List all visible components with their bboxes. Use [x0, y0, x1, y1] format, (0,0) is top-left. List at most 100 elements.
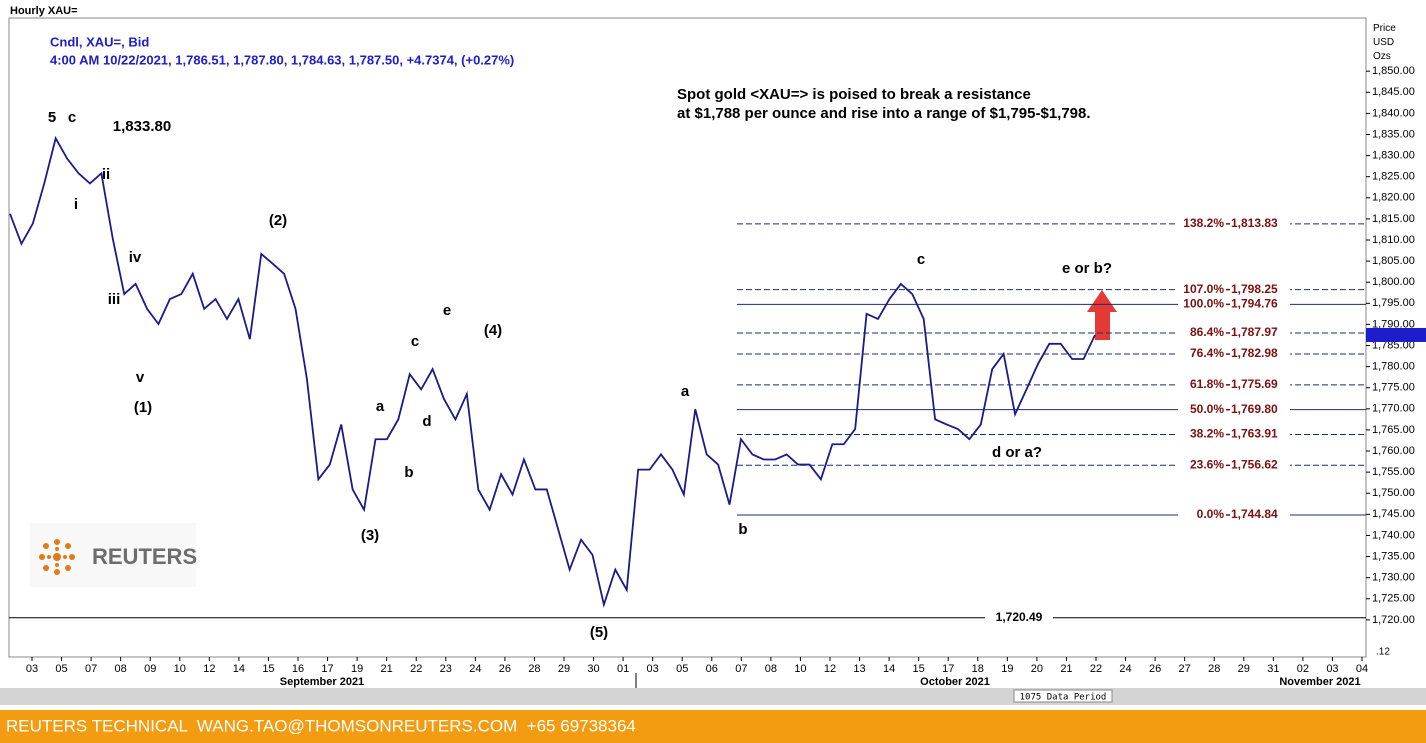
fib-value: 1,763.91	[1231, 427, 1278, 441]
y-tick-label: 1,725.00	[1372, 593, 1415, 605]
price-line	[9, 135, 1096, 609]
note-box	[668, 82, 1148, 128]
y-tick-label: 1,825.00	[1372, 171, 1415, 183]
fib-percent: 107.0%	[1183, 282, 1224, 296]
x-tick-label: 19	[1001, 663, 1013, 675]
x-tick-label: 17	[942, 663, 954, 675]
fib-percent: 23.6%	[1190, 457, 1224, 471]
x-tick-label: 04	[1356, 663, 1368, 675]
x-tick-label: 08	[115, 663, 127, 675]
y-tick-label: 1,790.00	[1372, 318, 1415, 330]
y-tick-label: 1,835.00	[1372, 128, 1415, 140]
fib-value: 1,775.69	[1231, 377, 1278, 391]
wave-label: iii	[108, 291, 121, 308]
logo-text: REUTERS	[92, 544, 197, 569]
wave-label: e or b?	[1062, 260, 1112, 277]
fib-value: 1,744.84	[1231, 507, 1278, 521]
y-tick-label: 1,735.00	[1372, 550, 1415, 562]
x-tick-label: 07	[735, 663, 747, 675]
fib-label-bg	[1178, 458, 1290, 473]
y-tick-label: 1,795.00	[1372, 297, 1415, 309]
fib-percent: 100.0%	[1183, 296, 1224, 310]
wave-label: (4)	[484, 322, 502, 339]
x-tick-label: 24	[1119, 663, 1131, 675]
fib-label-bg	[1178, 402, 1290, 417]
y-tick-label: 1,820.00	[1372, 192, 1415, 204]
x-tick-label: 29	[1238, 663, 1250, 675]
wave-label: i	[74, 196, 78, 213]
wave-label: (5)	[590, 624, 608, 641]
x-tick-label: 02	[1297, 663, 1309, 675]
x-tick-label: 16	[292, 663, 304, 675]
y-tick-label: 1,720.00	[1372, 614, 1415, 626]
x-tick-label: 12	[203, 663, 215, 675]
x-tick-label: 22	[1090, 663, 1102, 675]
x-tick-label: 03	[1326, 663, 1338, 675]
wave-label: (1)	[134, 399, 152, 416]
x-tick-label: 15	[262, 663, 274, 675]
x-tick-label: 01	[617, 663, 629, 675]
fib-percent: 76.4%	[1190, 346, 1224, 360]
x-tick-label: 21	[1060, 663, 1072, 675]
x-tick-label: 05	[676, 663, 688, 675]
data-period: 1075 Data Period	[1020, 693, 1107, 703]
x-tick-label: 26	[1149, 663, 1161, 675]
scrollbar	[0, 688, 1426, 705]
wave-label: a	[681, 383, 690, 400]
x-tick-label: 18	[972, 663, 984, 675]
fib-percent: 0.0%	[1197, 507, 1225, 521]
x-tick-label: 09	[144, 663, 156, 675]
wave-label: b	[404, 464, 413, 481]
x-tick-label: 20	[1031, 663, 1043, 675]
wave-label: 5	[48, 109, 56, 126]
wave-label: d or a?	[992, 444, 1042, 461]
y-tick-label: 1,850.00	[1372, 65, 1415, 77]
fib-value: 1,798.25	[1231, 282, 1278, 296]
fib-label-bg	[1178, 347, 1290, 362]
x-tick-label: 27	[1179, 663, 1191, 675]
y-tick-label: 1,845.00	[1372, 86, 1415, 98]
x-tick-label: 06	[706, 663, 718, 675]
fib-label-bg	[1178, 377, 1290, 392]
y-tick-label: 1,755.00	[1372, 466, 1415, 478]
wave-label: ii	[102, 166, 110, 183]
fib-value: 1,787.97	[1231, 325, 1278, 339]
last-price-marker	[1366, 327, 1426, 342]
wave-label: (3)	[361, 527, 379, 544]
y-tick-label: 1,840.00	[1372, 107, 1415, 119]
fib-label-bg	[1178, 282, 1290, 297]
y-tick-label: 1,760.00	[1372, 445, 1415, 457]
y-tick-label: 1,750.00	[1372, 487, 1415, 499]
y-tick-label: 1,805.00	[1372, 255, 1415, 267]
fib-percent: 38.2%	[1190, 427, 1224, 441]
x-tick-label: 28	[1208, 663, 1220, 675]
y-tick-label: 1,765.00	[1372, 424, 1415, 436]
footer-bar	[0, 710, 1426, 743]
fib-value: 1,794.76	[1231, 296, 1278, 310]
footer: REUTERS TECHNICAL WANG.TAO@THOMSONREUTER…	[6, 716, 636, 735]
wave-label: a	[376, 398, 385, 415]
wave-label: 1,833.80	[113, 118, 171, 135]
subtitle: 4:00 AM 10/22/2021, 1,786.51, 1,787.80, …	[50, 52, 514, 67]
x-tick-label: 23	[440, 663, 452, 675]
fib-label-bg	[1178, 216, 1290, 231]
y-tick-label: 1,775.00	[1372, 382, 1415, 394]
x-tick-label: 14	[883, 663, 895, 675]
fib-value: 1,813.83	[1231, 216, 1278, 230]
fib-percent: 86.4%	[1190, 325, 1224, 339]
x-tick-label: 14	[233, 663, 245, 675]
x-tick-label: 30	[587, 663, 599, 675]
x-tick-label: 13	[853, 663, 865, 675]
fib-value: 1,769.80	[1231, 402, 1278, 416]
arrow	[1087, 290, 1117, 340]
fib-percent: 138.2%	[1183, 216, 1224, 230]
x-tick-label: 28	[528, 663, 540, 675]
fib-value: 1,782.98	[1231, 346, 1278, 360]
fib-label-bg	[1178, 508, 1290, 523]
month-label: November 2021	[1279, 676, 1360, 688]
wave-label: d	[422, 413, 431, 430]
data-period-box	[1013, 689, 1113, 703]
wave-label: e	[443, 302, 451, 319]
fib-label-bg	[1178, 297, 1290, 312]
